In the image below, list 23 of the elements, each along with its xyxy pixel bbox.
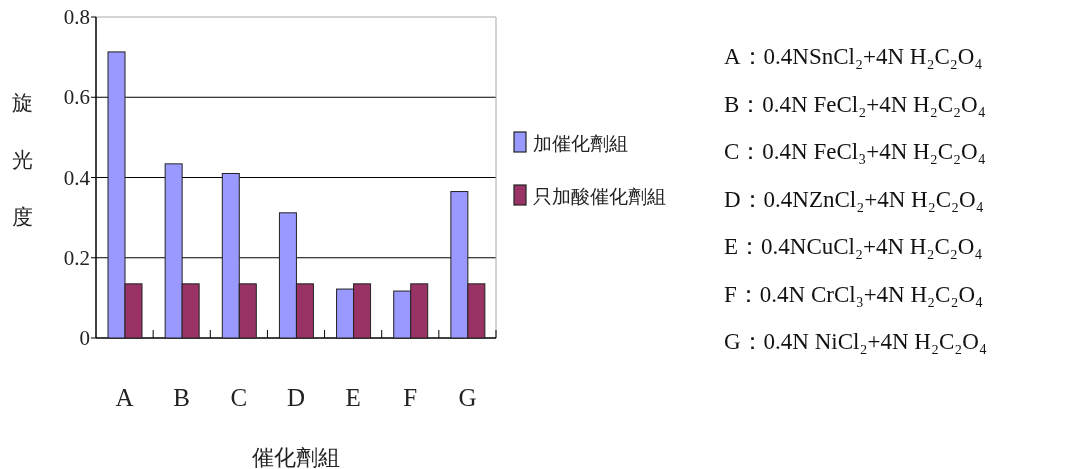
x-axis-title: 催化劑組 — [252, 445, 340, 469]
text: 旋光度 — [11, 91, 33, 229]
y-tick-label: 0.2 — [63, 245, 90, 270]
text: F：0.4N CrCl₃+4N H₂C₂O₄ — [724, 281, 984, 307]
legend-label: 加催化劑組 — [533, 132, 628, 154]
text: A：0.4NSnCl₂+4N H₂C₂O₄ — [724, 44, 983, 69]
legend-label: 只加酸催化劑組 — [533, 185, 666, 207]
x-tick-label: E — [345, 384, 361, 411]
text: D：0.4NZnCl₂+4N H₂C₂O₄ — [724, 186, 984, 212]
x-tick-label: C — [230, 384, 248, 411]
y-tick-label: 0.8 — [63, 5, 90, 29]
x-tick-label: G — [458, 384, 477, 411]
y-tick-label: 0.6 — [63, 85, 90, 110]
text: E：0.4NCuCl₂+4N H₂C₂O₄ — [724, 234, 983, 259]
x-tick-label: B — [173, 384, 191, 411]
y-tick-label: 0.4 — [63, 165, 91, 190]
x-tick-label: A — [115, 384, 134, 411]
x-tick-label: D — [286, 384, 306, 411]
text: B：0.4N FeCl₂+4N H₂C₂O₄ — [724, 91, 986, 117]
text: C：0.4N FeCl₃+4N H₂C₂O₄ — [724, 139, 986, 164]
text: G：0.4N NiCl₂+4N H₂C₂O₄ — [724, 329, 987, 354]
x-tick-label: F — [403, 384, 418, 411]
y-tick-label: 0 — [79, 326, 90, 350]
